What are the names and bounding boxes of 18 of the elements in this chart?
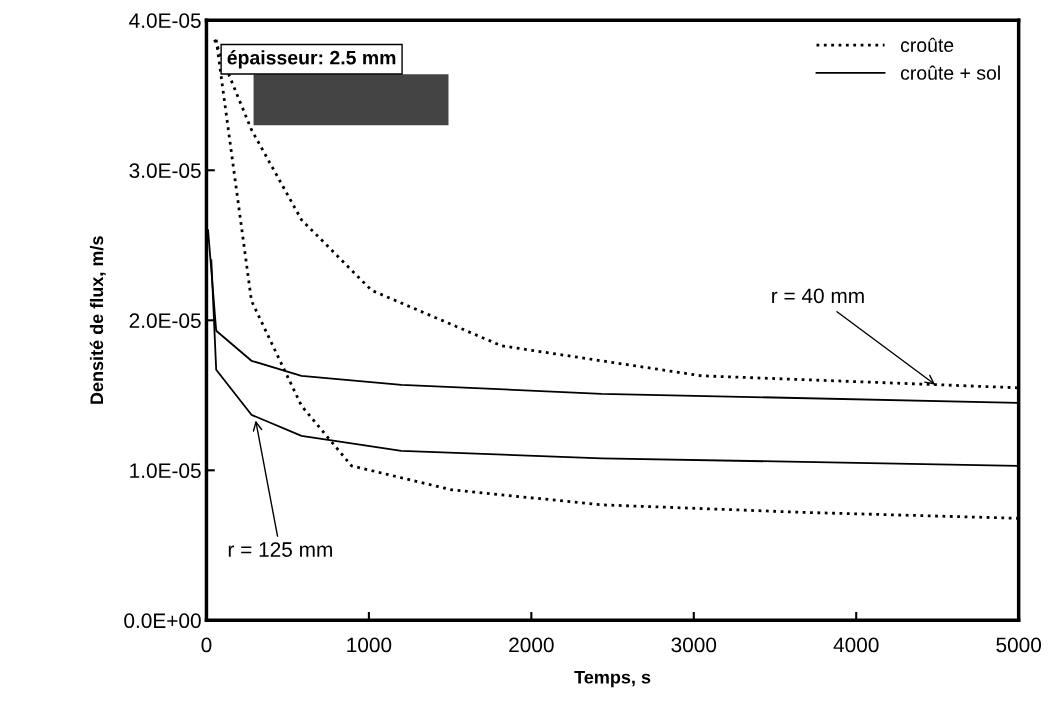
annotation: r = 125 mm [228, 542, 332, 557]
y-tick-label: 1.0E-05 [130, 463, 201, 479]
annotation: r = 40 mm [772, 288, 864, 304]
x-tick-label: 5000 [996, 637, 1042, 653]
y-tick-label: 2.0E-05 [129, 313, 201, 329]
y-axis-title: Densité de flux, m/s [89, 236, 106, 404]
y-tick-label: 0.0E+00 [124, 613, 201, 629]
legend-label: croûte [900, 37, 954, 53]
x-tick-label: 2000 [509, 637, 554, 653]
x-tick-label: 1000 [347, 637, 392, 653]
y-tick-label: 4.0E-05 [129, 13, 201, 28]
x-tick-label: 4000 [833, 637, 879, 653]
x-tick-label: 0 [201, 637, 212, 653]
legend-label: croûte + sol [900, 65, 1000, 80]
annotation: épaisseur: 2.5 mm [227, 50, 396, 69]
x-tick-label: 3000 [671, 637, 717, 653]
x-axis-title: Temps, s [574, 670, 651, 688]
y-tick-label: 3.0E-05 [129, 163, 201, 179]
